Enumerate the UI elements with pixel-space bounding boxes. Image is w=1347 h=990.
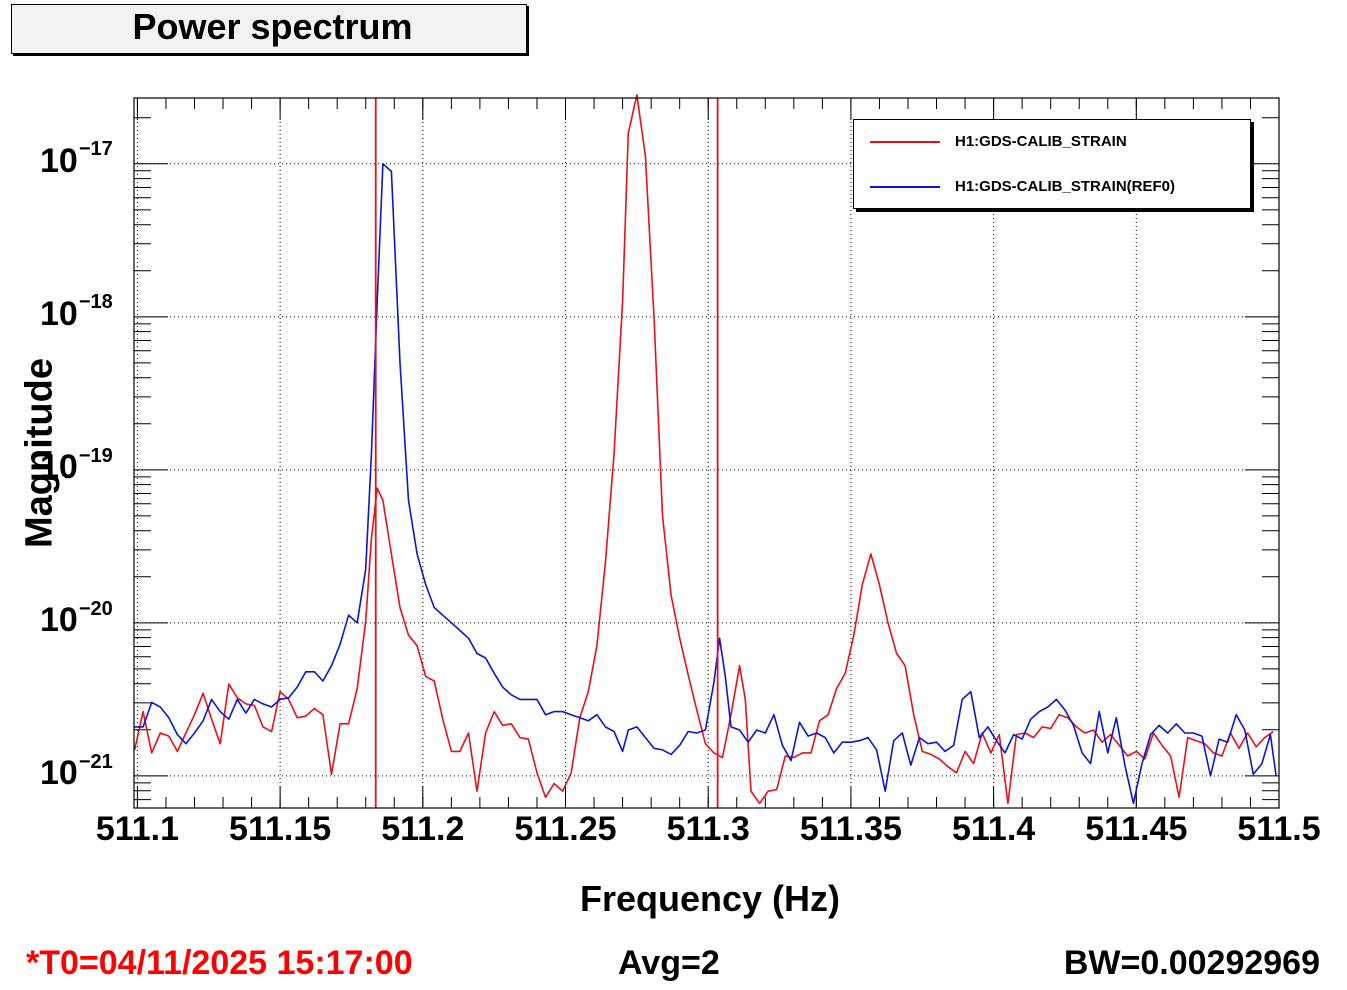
x-tick-label: 511.5 (1237, 810, 1321, 848)
legend-entry-ref0: H1:GDS-CALIB_STRAIN(REF0) (854, 177, 1250, 197)
y-tick-exponent: −17 (78, 138, 113, 161)
y-tick-base: 10 (40, 294, 78, 333)
series-line-ref0 (134, 163, 1277, 805)
chart-title-box (11, 4, 527, 54)
y-axis-label: Magnitude (18, 358, 61, 548)
average-count: Avg=2 (618, 944, 720, 982)
x-tick-label: 511.4 (951, 810, 1036, 848)
y-tick-base: 10 (40, 753, 78, 792)
y-tick-base: 10 (40, 600, 78, 639)
y-tick-exponent: −21 (78, 750, 113, 773)
y-tick-label: 10−18 (40, 291, 113, 334)
grid (134, 98, 1280, 808)
chart-title: Power spectrum (132, 6, 413, 47)
legend-swatch-blue (870, 186, 940, 188)
y-tick-label: 10−20 (40, 597, 113, 640)
x-tick-label: 511.3 (666, 810, 750, 848)
y-tick-label: 10−19 (40, 444, 113, 487)
x-tick-label: 511.35 (799, 810, 902, 848)
y-tick-base: 10 (40, 141, 78, 180)
series-lines (133, 94, 1277, 805)
y-tick-exponent: −19 (78, 444, 113, 467)
y-tick-exponent: −20 (78, 597, 113, 620)
bandwidth: BW=0.00292969 (1063, 944, 1320, 982)
y-tick-base: 10 (40, 447, 78, 486)
axis-ticks (134, 98, 1280, 808)
x-axis-label: Frequency (Hz) (579, 878, 841, 919)
cursor-markers (374, 98, 719, 808)
legend-label-strain: H1:GDS-CALIB_STRAIN (955, 133, 1127, 150)
series-line-strain (133, 94, 1274, 805)
y-tick-label: 10−17 (40, 138, 113, 181)
legend-label-ref0: H1:GDS-CALIB_STRAIN(REF0) (955, 178, 1176, 195)
legend-entry-strain: H1:GDS-CALIB_STRAIN (854, 132, 1250, 152)
x-tick-label: 511.2 (381, 810, 465, 848)
x-tick-label: 511.45 (1085, 810, 1188, 848)
x-tick-label: 511.1 (95, 810, 180, 848)
t0-timestamp: *T0=04/11/2025 15:17:00 (26, 944, 413, 982)
plot-frame (133, 97, 1280, 809)
legend: H1:GDS-CALIB_STRAIN H1:GDS-CALIB_STRAIN(… (853, 119, 1251, 209)
x-tick-label: 511.25 (514, 810, 617, 848)
y-tick-exponent: −18 (78, 291, 113, 314)
y-tick-label: 10−21 (40, 750, 113, 793)
x-tick-label: 511.15 (229, 810, 332, 848)
legend-swatch-red (870, 141, 940, 143)
